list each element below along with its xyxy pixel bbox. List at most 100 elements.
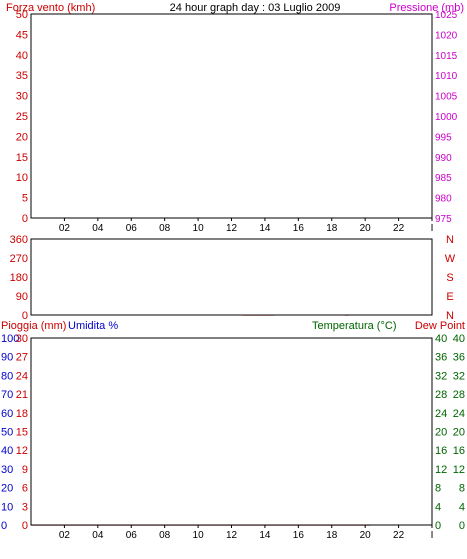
y-tick-label-left: 40 [16, 50, 28, 62]
x-tick-label: 12 [226, 223, 238, 234]
y-tick-label-left: 180 [10, 272, 28, 284]
y-tick-label-rain: 3 [22, 501, 28, 513]
y-tick-label-left: 90 [16, 291, 28, 303]
y-tick-label-temperature: 40 [435, 333, 447, 345]
x-tick-label: 18 [326, 223, 338, 234]
y-tick-label-dewpoint: 0 [459, 520, 465, 532]
y-tick-label-dewpoint: 16 [453, 445, 465, 457]
y-tick-label-left: 0 [22, 310, 28, 322]
y-tick-label-dewpoint: 24 [453, 408, 465, 420]
y-tick-label-humidity: 80 [1, 370, 13, 382]
compass-label: W [445, 253, 456, 265]
y-tick-label-right: 1005 [435, 92, 458, 103]
y-tick-label-left: 15 [16, 152, 28, 164]
y-tick-label-rain: 24 [16, 370, 28, 382]
y-tick-label-left: 360 [10, 234, 28, 246]
y-tick-label-temperature: 0 [435, 520, 441, 532]
y-tick-label-temperature: 8 [435, 483, 441, 495]
x-tick-label: 22 [393, 530, 405, 541]
compass-label: N [446, 310, 454, 322]
x-tick-label: 08 [159, 530, 171, 541]
compass-label: N [446, 234, 454, 246]
y-tick-label-temperature: 28 [435, 389, 447, 401]
x-tick-label: 16 [293, 223, 305, 234]
x-tick-label: 14 [259, 223, 271, 234]
y-tick-label-rain: 6 [22, 483, 28, 495]
y-tick-label-temperature: 4 [435, 501, 441, 513]
y-tick-label-temperature: 16 [435, 445, 447, 457]
y-tick-label-right: 995 [435, 132, 452, 143]
x-tick-label: I [431, 530, 434, 541]
x-tick-label: I [431, 223, 434, 234]
x-tick-label: 20 [360, 530, 372, 541]
compass-label: E [446, 291, 453, 303]
y-tick-label-humidity: 90 [1, 352, 13, 364]
compass-label: S [446, 272, 453, 284]
x-tick-label: 06 [126, 530, 138, 541]
rain-axis-title: Pioggia (mm) [1, 320, 66, 332]
x-tick-label: 08 [159, 223, 171, 234]
y-tick-label-dewpoint: 8 [459, 483, 465, 495]
humidity-axis-title: Umidita % [68, 320, 118, 332]
y-tick-label-dewpoint: 36 [453, 352, 465, 364]
x-tick-label: 18 [326, 530, 338, 541]
y-tick-label-humidity: 10 [1, 501, 13, 513]
y-tick-label-left: 50 [16, 9, 28, 21]
x-tick-label: 04 [92, 530, 104, 541]
y-tick-label-temperature: 12 [435, 464, 447, 476]
y-tick-label-humidity: 40 [1, 445, 13, 457]
y-tick-label-right: 1000 [435, 112, 458, 123]
x-tick-label: 20 [360, 223, 372, 234]
y-tick-label-temperature: 36 [435, 352, 447, 364]
y-tick-label-left: 20 [16, 131, 28, 143]
y-tick-label-rain: 21 [16, 389, 28, 401]
y-tick-label-humidity: 100 [1, 333, 19, 345]
y-tick-label-temperature: 32 [435, 370, 447, 382]
y-tick-label-right: 980 [435, 194, 452, 205]
x-tick-label: 04 [92, 223, 104, 234]
y-tick-label-rain: 12 [16, 445, 28, 457]
y-tick-label-left: 35 [16, 70, 28, 82]
y-tick-label-right: 1010 [435, 71, 458, 82]
y-tick-label-left: 25 [16, 111, 28, 123]
x-tick-label: 06 [126, 223, 138, 234]
y-tick-label-dewpoint: 4 [459, 501, 465, 513]
y-tick-label-rain: 15 [16, 427, 28, 439]
y-tick-label-rain: 30 [16, 333, 28, 345]
y-tick-label-humidity: 20 [1, 483, 13, 495]
dewpoint-axis-title: Dew Point [415, 320, 465, 332]
right-axis-title: Pressione (mb) [389, 2, 464, 14]
chart-title: 24 hour graph day : 03 Luglio 2009 [170, 2, 341, 14]
y-tick-label-rain: 27 [16, 352, 28, 364]
wind-pressure-plot-area [30, 13, 433, 219]
y-tick-label-rain: 0 [22, 520, 28, 532]
y-tick-label-right: 1015 [435, 51, 458, 62]
x-tick-label: 16 [293, 530, 305, 541]
y-tick-label-right: 1025 [435, 10, 458, 21]
x-tick-label: 02 [59, 530, 71, 541]
y-tick-label-humidity: 60 [1, 408, 13, 420]
x-tick-label: 14 [259, 530, 271, 541]
y-tick-label-left: 5 [22, 193, 28, 205]
y-tick-label-rain: 9 [22, 464, 28, 476]
y-tick-label-left: 45 [16, 29, 28, 41]
y-tick-label-humidity: 50 [1, 427, 13, 439]
y-tick-label-left: 270 [10, 253, 28, 265]
x-tick-label: 02 [59, 223, 71, 234]
y-tick-label-right: 985 [435, 173, 452, 184]
y-tick-label-right: 990 [435, 153, 452, 164]
y-tick-label-humidity: 70 [1, 389, 13, 401]
temperature-axis-title: Temperatura (°C) [312, 320, 396, 332]
y-tick-label-right: 1020 [435, 30, 458, 41]
y-tick-label-temperature: 20 [435, 427, 447, 439]
x-tick-label: 22 [393, 223, 405, 234]
y-tick-label-rain: 18 [16, 408, 28, 420]
y-tick-label-humidity: 0 [1, 520, 7, 532]
y-tick-label-dewpoint: 40 [453, 333, 465, 345]
y-tick-label-left: 0 [22, 213, 28, 225]
y-tick-label-dewpoint: 28 [453, 389, 465, 401]
y-tick-label-left: 30 [16, 91, 28, 103]
x-tick-label: 10 [193, 530, 205, 541]
x-tick-label: 12 [226, 530, 238, 541]
